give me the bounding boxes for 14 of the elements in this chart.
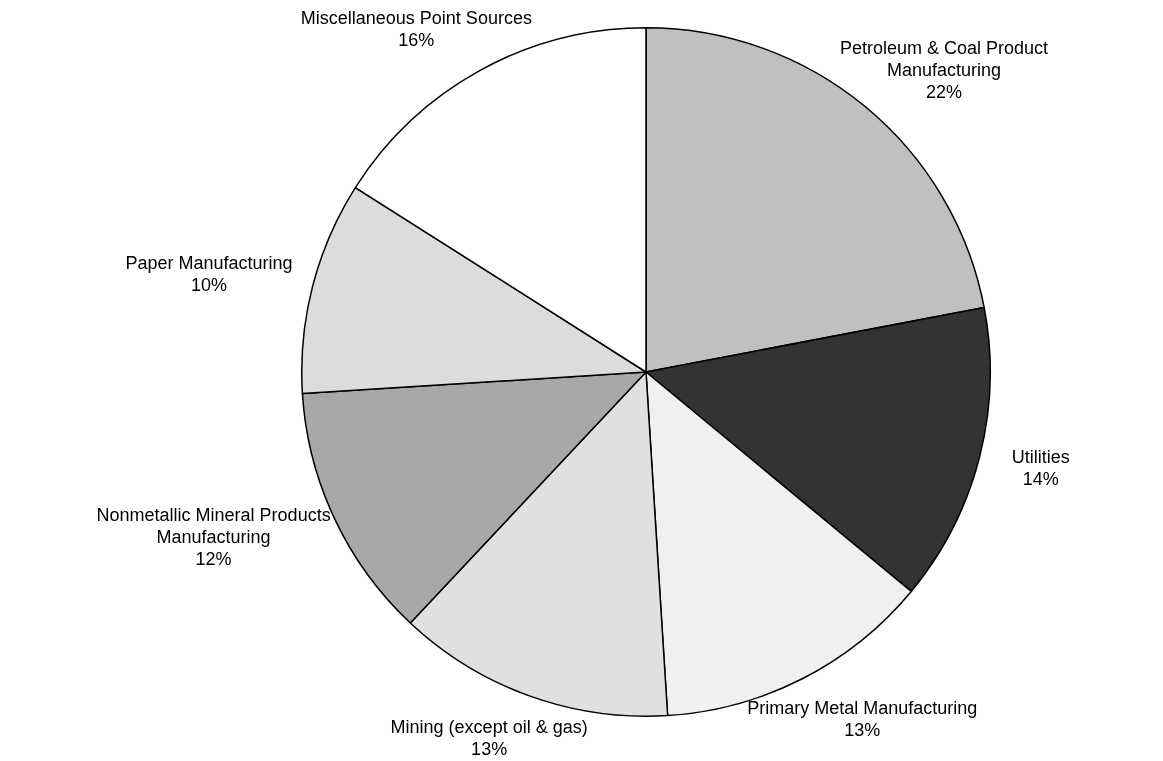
slice-label: Paper Manufacturing: [125, 252, 293, 273]
slice-label: Utilities: [1011, 447, 1070, 468]
slice-label: Primary Metal Manufacturing: [747, 697, 978, 718]
data-label: 10%: [191, 274, 228, 295]
slice-label: Nonmetallic Mineral Products Manufacturing: [96, 505, 331, 548]
slice-label: Mining (except oil & gas): [390, 717, 588, 738]
data-label: 14%: [1022, 469, 1059, 490]
data-label: 16%: [398, 29, 435, 50]
slice-label: Miscellaneous Point Sources: [300, 7, 532, 28]
data-label: 13%: [471, 739, 508, 760]
data-label: 13%: [844, 719, 881, 740]
data-label: 12%: [195, 549, 232, 570]
slice-label: Petroleum & Coal Product Manufacturing: [839, 38, 1049, 81]
data-label: 22%: [925, 82, 962, 103]
